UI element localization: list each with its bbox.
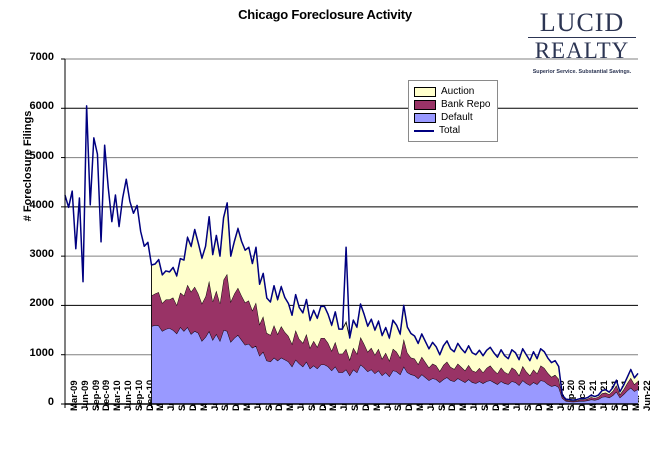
- legend-label: Bank Repo: [441, 99, 491, 110]
- y-tick-label: 2000: [29, 297, 54, 310]
- brand-tagline: Superior Service. Substantial Savings.: [532, 69, 632, 75]
- brand-divider: [528, 37, 636, 38]
- y-tick-label: 5000: [29, 149, 54, 162]
- chart-title: Chicago Foreclosure Activity: [238, 7, 412, 22]
- legend-item[interactable]: Bank Repo: [414, 98, 490, 111]
- y-tick-label: 3000: [29, 248, 54, 261]
- legend-swatch-icon: [414, 112, 436, 123]
- y-tick-label: 0: [47, 396, 54, 408]
- legend-swatch-icon: [414, 129, 434, 132]
- legend-label: Auction: [441, 86, 475, 97]
- legend-label: Default: [441, 112, 473, 123]
- legend-swatch-icon: [414, 99, 436, 110]
- legend-item[interactable]: Total: [414, 124, 490, 137]
- legend-item[interactable]: Default: [414, 111, 490, 124]
- lucid-realty-logo: LUCID REALTY Superior Service. Substanti…: [522, 10, 642, 76]
- legend-swatch-icon: [414, 86, 436, 97]
- legend-item[interactable]: Auction: [414, 85, 490, 98]
- y-tick-label: 4000: [29, 198, 54, 211]
- brand-name-line1: LUCID: [539, 8, 625, 37]
- y-tick-label: 6000: [29, 100, 54, 113]
- y-tick-label: 7000: [29, 51, 54, 63]
- legend-label: Total: [439, 125, 461, 136]
- brand-name-line2: REALTY: [534, 38, 630, 63]
- y-tick-label: 1000: [29, 346, 54, 359]
- chart-legend: Auction Bank Repo Default Total: [408, 80, 499, 142]
